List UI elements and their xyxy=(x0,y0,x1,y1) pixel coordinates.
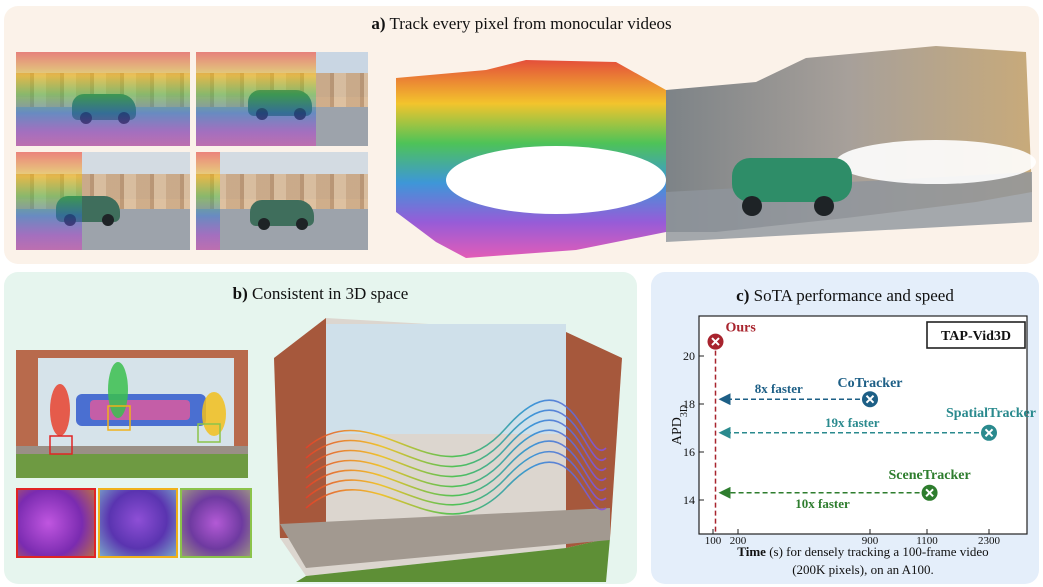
crop-yellow xyxy=(98,488,178,558)
x-tick-label: 200 xyxy=(730,535,747,547)
y-tick-label: 18 xyxy=(683,397,695,411)
benchmark-badge xyxy=(926,321,1026,349)
x-axis-label: Time (s) for densely tracking a 100-fram… xyxy=(737,544,988,559)
video-frame-4 xyxy=(196,152,368,250)
y-tick-label: 14 xyxy=(683,493,695,507)
speedup-label: 8x faster xyxy=(755,381,803,396)
speedup-label: 10x faster xyxy=(795,496,850,511)
video-frame-1 xyxy=(16,52,190,146)
x-axis-label-line2: (200K pixels), on an A100. xyxy=(792,562,934,577)
point-label: Ours xyxy=(726,321,757,336)
x-tick-label: 2300 xyxy=(978,535,1001,547)
performance-speed-chart: 14 16 18 20 100 200 900 1100 2300 8x faster 19x … xyxy=(670,315,1036,577)
3d-trajectories-view xyxy=(274,318,622,582)
panel-b: b) Consistent in 3D space xyxy=(4,272,637,584)
video-frame-3 xyxy=(16,152,190,250)
point-label: SceneTracker xyxy=(889,468,971,483)
x-axis: 100 200 900 1100 2300 xyxy=(705,529,1001,547)
point-cloud-reconstruction xyxy=(396,46,1036,258)
data-point-spatialtracker: SpatialTracker xyxy=(946,406,1036,441)
data-point-ours: Ours xyxy=(707,321,757,350)
data-point-cotracker: CoTracker xyxy=(837,376,903,408)
crop-green xyxy=(180,488,252,558)
point-label: CoTracker xyxy=(837,376,902,391)
panel-a: a) Track every pixel from monocular vide… xyxy=(4,6,1039,264)
data-point-scenetracker: SceneTracker xyxy=(889,468,971,501)
benchmark-label: TAP-Vid3D xyxy=(941,329,1011,344)
panel-c-title: c) SoTA performance and speed xyxy=(736,286,954,305)
speedup-arrows: 8x faster 19x faster 10x faster xyxy=(718,381,979,511)
y-axis-label: APD3D xyxy=(670,405,690,445)
video-frame-2 xyxy=(196,52,368,146)
x-tick-label: 1100 xyxy=(916,535,938,547)
crop-red xyxy=(16,488,96,558)
data-points: Ours CoTracker SpatialTracker SceneTracker xyxy=(707,321,1036,501)
y-tick-label: 16 xyxy=(683,445,695,459)
y-tick-label: 20 xyxy=(683,349,695,363)
point-cross xyxy=(711,337,720,346)
panel-b-title: b) Consistent in 3D space xyxy=(232,284,409,303)
x-tick-label: 100 xyxy=(705,535,722,547)
point-cross xyxy=(984,428,994,438)
point-cross xyxy=(865,394,875,404)
y-axis: 14 16 18 20 xyxy=(683,349,704,507)
point-cross xyxy=(925,488,934,498)
point-label: SpatialTracker xyxy=(946,406,1036,421)
plot-area xyxy=(698,315,1028,535)
skater-input-frame xyxy=(16,350,248,478)
panel-a-title: a) Track every pixel from monocular vide… xyxy=(371,14,672,33)
speedup-label: 19x faster xyxy=(825,415,880,430)
x-tick-label: 900 xyxy=(862,535,879,547)
